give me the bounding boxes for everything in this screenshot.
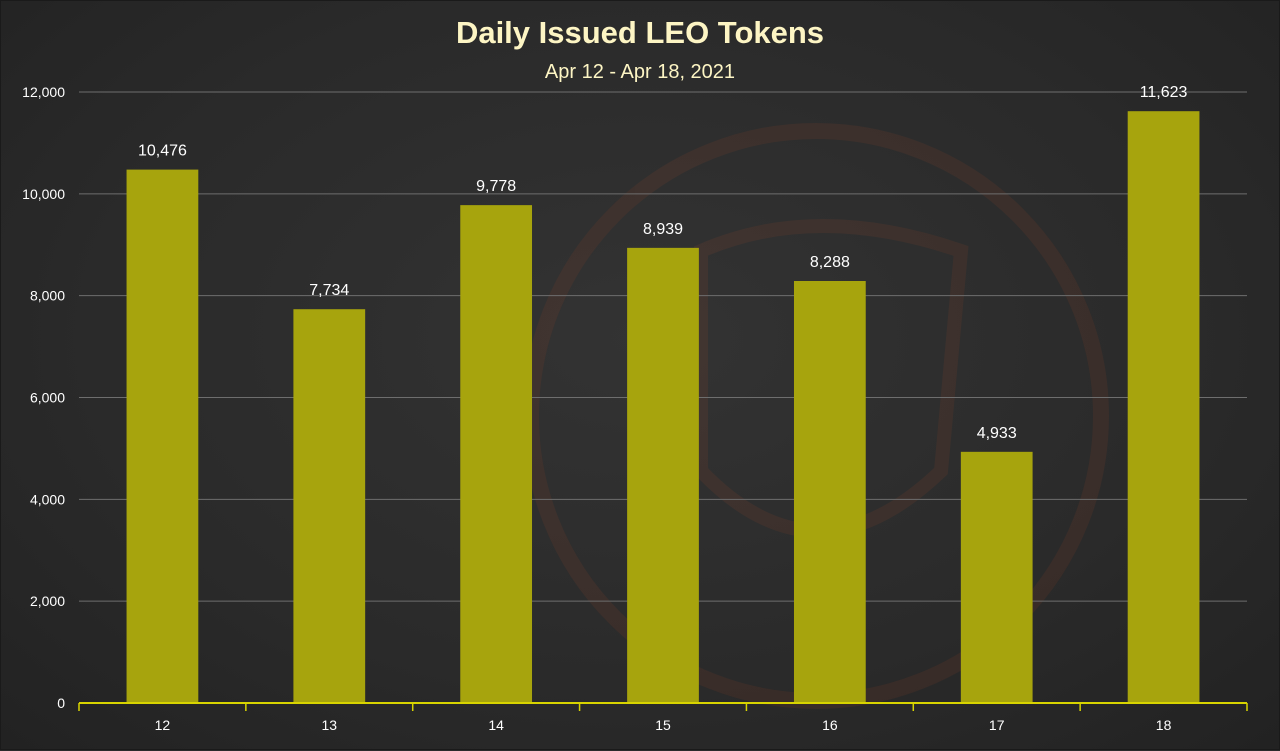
y-tick-label: 4,000 [30,491,65,507]
data-label: 8,288 [810,254,850,271]
data-label: 7,734 [309,282,349,299]
x-tick-label: 13 [321,717,337,733]
data-label: 11,623 [1140,84,1188,101]
y-tick-label: 0 [57,695,65,711]
bar [460,205,533,703]
bar [293,309,366,703]
x-tick-label: 18 [1156,717,1172,733]
data-label: 4,933 [977,425,1017,442]
chart-title: Daily Issued LEO Tokens [455,15,825,50]
bar [126,169,199,704]
x-tick-label: 16 [822,717,838,733]
bar [1127,111,1200,704]
x-tick-label: 15 [655,717,671,733]
x-tick-label: 17 [989,717,1005,733]
y-tick-label: 10,000 [22,186,65,202]
chart-subtitle: Apr 12 - Apr 18, 2021 [544,61,736,83]
x-tick-label: 14 [488,717,504,733]
data-label: 8,939 [643,221,683,238]
y-tick-label: 12,000 [22,84,65,100]
y-tick-label: 2,000 [30,593,65,609]
data-label: 10,476 [138,143,187,160]
bar [793,281,866,703]
y-tick-label: 6,000 [30,390,65,406]
y-tick-label: 8,000 [30,288,65,304]
data-label: 9,778 [476,178,516,195]
x-tick-label: 12 [155,717,171,733]
bar [960,451,1033,703]
bar [627,247,699,704]
